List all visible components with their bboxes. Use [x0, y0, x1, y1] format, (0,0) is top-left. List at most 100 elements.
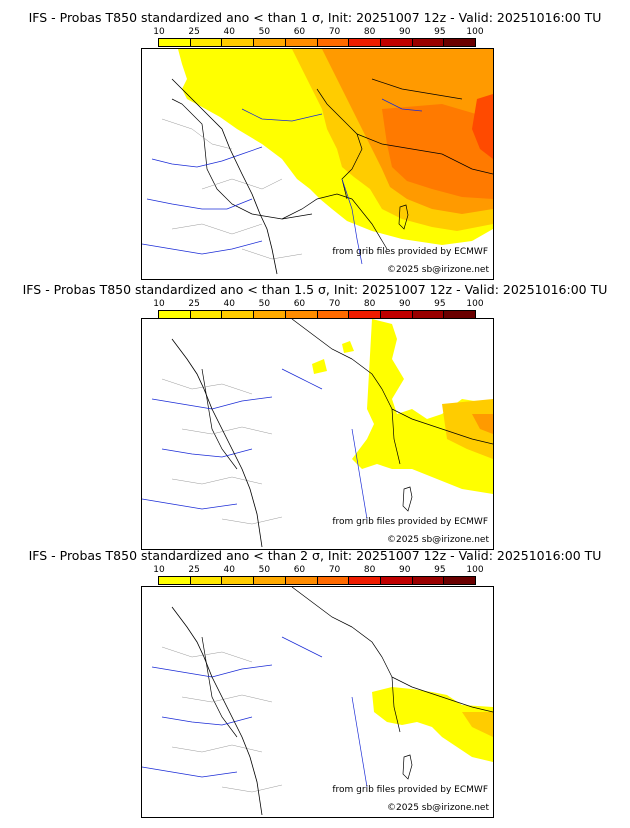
scale-tick-label: 40: [223, 299, 235, 309]
scale-tick-label: 25: [188, 299, 200, 309]
scale-tick-label: 80: [363, 299, 376, 309]
panel-1-5sigma: IFS - Probas T850 standardized ano < tha…: [0, 282, 630, 552]
rivers: [142, 636, 368, 788]
panel-2sigma: IFS - Probas T850 standardized ano < tha…: [0, 548, 630, 818]
coastline: [171, 606, 263, 816]
scale-tick-label: 100: [466, 299, 484, 309]
prob-zone-yellow: [372, 687, 493, 762]
rivers: [142, 368, 368, 520]
scale-tick-label: 90: [399, 27, 411, 37]
scale-color-segment: [412, 39, 445, 46]
scale-bar: [158, 38, 476, 47]
scale-color-segment: [349, 577, 381, 584]
scale-bar: [158, 576, 476, 585]
copyright: ©2025 sb@irizone.net: [387, 535, 489, 545]
regional-borders: [161, 118, 303, 260]
scale-tick-label: 50: [258, 565, 271, 575]
scale-color-segment: [380, 39, 413, 46]
scale-tick-label: 90: [399, 299, 411, 309]
scale-color-segment: [349, 311, 381, 318]
scale-color-segment: [444, 311, 476, 318]
scale-tick-label: 70: [328, 299, 341, 309]
color-scale: 10 25 40 50 60 70 80 90 95 100: [153, 27, 484, 53]
scale-tick-label: 80: [363, 565, 376, 575]
coastline: [171, 78, 278, 275]
scale-color-segment: [254, 39, 286, 46]
scale-color-segment: [190, 577, 223, 584]
scale-color-segment: [190, 311, 223, 318]
scale-color-segment: [285, 311, 318, 318]
scale-color-segment: [349, 39, 381, 46]
prob-zone-yellow-small-2: [342, 341, 354, 353]
scale-color-segment: [317, 577, 350, 584]
scale-tick-label: 95: [434, 27, 446, 37]
regional-borders: [161, 378, 283, 525]
scale-tick-label: 40: [223, 565, 235, 575]
corsica-island: [402, 754, 413, 780]
scale-tick-label: 50: [258, 299, 271, 309]
scale-tick-label: 70: [328, 565, 341, 575]
prob-zone-yellow-small-1: [312, 359, 327, 374]
probability-map: from grib files provided by ECMWF ©2025 …: [141, 586, 494, 818]
scale-color-segment: [317, 39, 350, 46]
scale-tick-label: 100: [466, 27, 484, 37]
prob-zone-lightorange: [462, 712, 493, 737]
country-borders: [171, 78, 493, 250]
scale-ticks: 10 25 40 50 60 70 80 90 95 100: [153, 565, 483, 576]
scale-color-segment: [317, 311, 350, 318]
scale-tick-label: 10: [153, 27, 165, 37]
map-svg: [142, 49, 493, 275]
scale-color-segment: [190, 39, 223, 46]
scale-color-segment: [222, 577, 255, 584]
scale-tick-label: 40: [223, 27, 235, 37]
prob-zone-darkorange: [382, 104, 493, 199]
color-scale: 10 25 40 50 60 70 80 90 95 100: [153, 565, 484, 591]
scale-tick-label: 60: [293, 299, 306, 309]
copyright: ©2025 sb@irizone.net: [387, 803, 489, 813]
scale-tick-label: 80: [363, 27, 376, 37]
scale-color-segment: [412, 577, 445, 584]
panel-title: IFS - Probas T850 standardized ano < tha…: [28, 10, 602, 25]
scale-tick-label: 50: [258, 27, 271, 37]
probability-map: from grib files provided by ECMWF ©2025 …: [141, 48, 494, 280]
panel-title: IFS - Probas T850 standardized ano < tha…: [22, 282, 608, 297]
panel-title: IFS - Probas T850 standardized ano < tha…: [28, 548, 602, 563]
scale-color-segment: [159, 577, 191, 584]
scale-tick-label: 90: [399, 565, 411, 575]
scale-color-segment: [380, 577, 413, 584]
rivers: [142, 98, 423, 265]
map-svg: [142, 587, 493, 816]
prob-zone-yellow: [352, 319, 493, 494]
scale-tick-label: 100: [466, 565, 484, 575]
source-credit: from grib files provided by ECMWF: [332, 517, 488, 527]
scale-color-segment: [159, 39, 191, 46]
corsica-island: [398, 204, 409, 230]
probability-map: from grib files provided by ECMWF ©2025 …: [141, 318, 494, 550]
prob-zone-red: [472, 94, 493, 159]
copyright: ©2025 sb@irizone.net: [387, 265, 489, 275]
scale-color-segment: [222, 39, 255, 46]
scale-tick-label: 70: [328, 27, 341, 37]
scale-tick-label: 60: [293, 27, 306, 37]
scale-ticks: 10 25 40 50 60 70 80 90 95 100: [153, 27, 483, 38]
scale-tick-label: 25: [188, 27, 200, 37]
scale-tick-label: 25: [188, 565, 200, 575]
scale-color-segment: [412, 311, 445, 318]
coastline: [171, 338, 263, 548]
scale-color-segment: [222, 311, 255, 318]
scale-color-segment: [254, 577, 286, 584]
scale-color-segment: [444, 577, 476, 584]
scale-color-segment: [285, 39, 318, 46]
source-credit: from grib files provided by ECMWF: [332, 247, 488, 257]
scale-tick-label: 95: [434, 565, 446, 575]
scale-tick-label: 10: [153, 299, 165, 309]
corsica-island: [402, 486, 413, 512]
map-svg: [142, 319, 493, 548]
prob-zone-orange: [472, 414, 493, 434]
source-credit: from grib files provided by ECMWF: [332, 785, 488, 795]
scale-color-segment: [159, 311, 191, 318]
scale-color-segment: [380, 311, 413, 318]
scale-ticks: 10 25 40 50 60 70 80 90 95 100: [153, 299, 483, 310]
scale-tick-label: 60: [293, 565, 306, 575]
scale-color-segment: [444, 39, 476, 46]
